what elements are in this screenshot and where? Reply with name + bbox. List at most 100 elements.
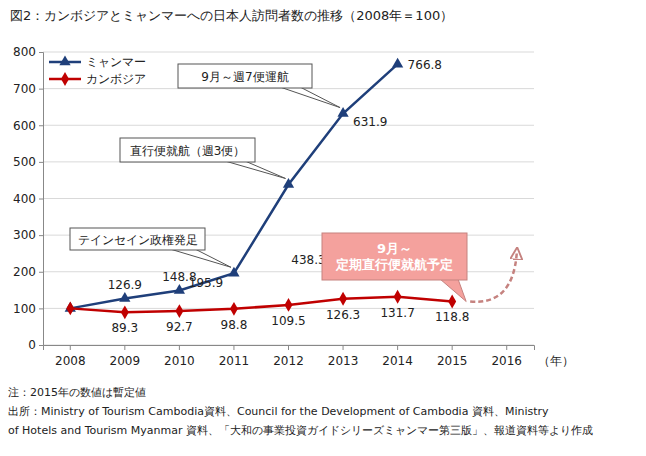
x-tick: 2008 bbox=[55, 345, 86, 368]
x-tick-mark bbox=[452, 345, 453, 350]
y-tick-label: 300 bbox=[13, 228, 36, 242]
legend-entry: カンボジア bbox=[49, 72, 146, 86]
y-tick-mark bbox=[39, 345, 43, 346]
grid-line bbox=[43, 52, 534, 53]
x-axis: 2008 2009 2010 2011 2012 2013 2014 2015 2016 bbox=[44, 345, 535, 368]
annotation-pointer bbox=[170, 249, 231, 267]
x-tick-mark bbox=[288, 345, 289, 350]
annotation-box-fill bbox=[179, 65, 311, 87]
series-marker bbox=[228, 267, 239, 277]
series-marker bbox=[119, 292, 130, 302]
legend-entry: ミャンマー bbox=[49, 55, 146, 69]
y-tick-mark bbox=[39, 272, 43, 273]
annotation-box bbox=[70, 228, 205, 250]
series-marker bbox=[339, 292, 347, 306]
annotation: 直行便就航（週3便） bbox=[120, 138, 286, 178]
x-tick-label: 2010 bbox=[164, 354, 195, 368]
annotation-pointer bbox=[440, 279, 466, 301]
data-label: 131.7 bbox=[380, 306, 414, 320]
series-marker bbox=[174, 284, 185, 294]
x-tick-label: 2016 bbox=[491, 354, 522, 368]
x-tick: 2013 bbox=[328, 345, 359, 368]
x-tick: 2015 bbox=[437, 345, 468, 368]
grid bbox=[43, 52, 534, 345]
data-label: 89.3 bbox=[111, 321, 138, 335]
y-axis: 0 100 200 300 400 500 600 700 800 bbox=[13, 45, 43, 352]
data-label: 766.8 bbox=[408, 58, 442, 72]
annotation-pointer bbox=[225, 161, 286, 178]
data-label: 118.8 bbox=[435, 310, 469, 324]
annotation-arrow bbox=[470, 253, 517, 301]
data-label: 98.8 bbox=[221, 318, 248, 332]
annotation: 9月～週7便運航 bbox=[178, 64, 340, 108]
x-tick-label: 2014 bbox=[382, 354, 413, 368]
data-label: 195.9 bbox=[189, 276, 223, 290]
series-marker bbox=[337, 107, 348, 117]
y-tick-mark bbox=[39, 199, 43, 200]
x-tick-label: 2011 bbox=[219, 354, 250, 368]
x-tick: 2009 bbox=[110, 345, 141, 368]
x-tick: 2012 bbox=[273, 345, 304, 368]
annotation-text: 9月～ bbox=[377, 241, 412, 256]
data-label: 126.3 bbox=[326, 308, 360, 322]
x-tick-mark bbox=[233, 345, 234, 350]
y-tick-mark bbox=[39, 235, 43, 236]
annotation-text: テインセイン政権発足 bbox=[78, 233, 198, 247]
y-tick-mark bbox=[39, 125, 43, 126]
annotation-box-fill bbox=[71, 229, 204, 249]
notes: 注：2015年の数値は暫定値出所：Ministry of Tourism Cam… bbox=[8, 386, 593, 437]
y-tick-mark bbox=[39, 162, 43, 163]
annotation-pointer bbox=[280, 87, 340, 108]
x-tick-mark bbox=[397, 345, 398, 350]
annotation: 9月～定期直行便就航予定 bbox=[322, 233, 517, 302]
annotation-box-fill bbox=[121, 139, 254, 161]
title: 図2：カンボジアとミャンマーへの日本人訪問者数の推移（2008年＝100） bbox=[10, 8, 453, 23]
legend: ミャンマーカンボジア bbox=[49, 55, 146, 86]
x-tick-mark bbox=[343, 345, 344, 350]
annotations: テインセイン政権発足 直行便就航（週3便） 9月～週7便運航 9月～定期直行便就航予定 bbox=[70, 64, 517, 302]
legend-marker bbox=[59, 55, 70, 65]
annotation-text: 9月～週7便運航 bbox=[201, 70, 288, 84]
y-axis-line bbox=[39, 53, 44, 346]
series-marker bbox=[230, 302, 238, 316]
series-marker bbox=[175, 304, 183, 318]
y-tick: 400 bbox=[13, 192, 43, 206]
grid-line bbox=[43, 198, 534, 199]
y-tick: 500 bbox=[13, 155, 43, 169]
data-label: 126.9 bbox=[108, 278, 142, 292]
x-tick-mark bbox=[179, 345, 180, 350]
grid-line bbox=[43, 161, 534, 162]
x-tick-mark bbox=[124, 345, 125, 350]
y-tick: 0 bbox=[28, 338, 43, 352]
grid-line bbox=[43, 125, 534, 126]
annotation-box bbox=[120, 138, 255, 162]
x-axis-line bbox=[44, 346, 535, 351]
series-marker bbox=[394, 290, 402, 304]
y-tick-label: 800 bbox=[13, 45, 36, 59]
data-label: 438.3 bbox=[291, 253, 325, 267]
series-marker bbox=[285, 298, 293, 312]
annotation-box-fill bbox=[323, 234, 466, 279]
y-tick: 600 bbox=[13, 119, 43, 133]
x-tick: 2014 bbox=[382, 345, 413, 368]
y-tick-label: 0 bbox=[28, 338, 36, 352]
y-tick: 300 bbox=[13, 228, 43, 242]
x-tick-mark bbox=[506, 345, 507, 350]
y-tick-mark bbox=[39, 52, 43, 53]
annotation-text: 直行便就航（週3便） bbox=[130, 144, 246, 158]
series-marker bbox=[283, 178, 294, 188]
x-tick: 2010 bbox=[164, 345, 195, 368]
note: 出所：Ministry of Tourism Cambodia資料、Counci… bbox=[8, 405, 549, 418]
y-tick: 200 bbox=[13, 265, 43, 279]
y-tick-label: 100 bbox=[13, 302, 36, 316]
y-tick-label: 700 bbox=[13, 82, 36, 96]
x-axis-title: （年） bbox=[538, 354, 574, 368]
x-tick-mark bbox=[70, 345, 71, 350]
series-marker bbox=[66, 301, 74, 315]
data-label: 109.5 bbox=[271, 314, 305, 328]
annotation-text: 定期直行便就航予定 bbox=[335, 257, 453, 272]
y-tick-label: 500 bbox=[13, 155, 36, 169]
legend-label: ミャンマー bbox=[86, 55, 146, 69]
note: of Hotels and Tourism Myanmar 資料、「大和の事業投… bbox=[8, 424, 593, 437]
y-tick-label: 200 bbox=[13, 265, 36, 279]
